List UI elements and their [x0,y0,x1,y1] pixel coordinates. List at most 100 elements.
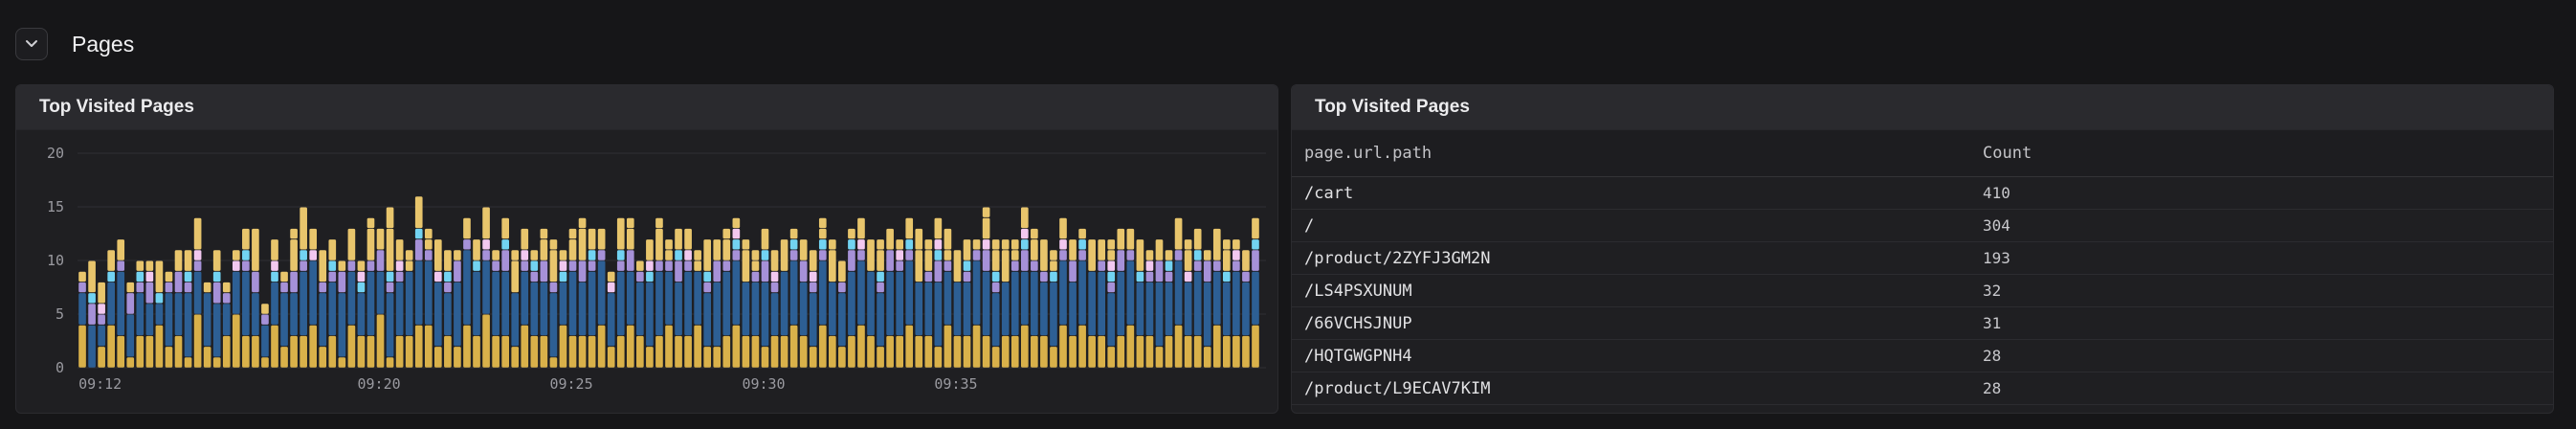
bar-segment [789,239,798,250]
bar-segment [1223,335,1231,368]
bar-segment [722,239,731,260]
bar-segment [1001,335,1010,368]
cell-count: 193 [1983,249,2010,267]
bar-segment [646,260,654,271]
column-header-path[interactable]: page.url.path [1304,144,1432,163]
bar-segment [1010,335,1019,368]
table-row[interactable]: /product/L9ECAV7KIM 28 [1292,373,2553,405]
bar-segment [405,271,413,336]
table-row[interactable]: /HQTGWGPNH4 28 [1292,340,2553,373]
bar-segment [818,239,827,250]
bar-segment [1223,250,1231,271]
bar-segment [366,271,375,336]
bar-segment [1252,217,1259,239]
bar-segment [88,304,96,325]
bar-segment [473,271,480,336]
stacked-bar-chart[interactable]: 0 5 10 15 20 09:12 09:20 09:25 09:30 09:35 [16,130,1278,414]
bar-segment [1117,250,1125,271]
bar-segment [1232,239,1240,250]
bar-segment [655,271,663,336]
bar-segment [1107,250,1116,260]
bar-segment [174,335,183,368]
table-panel-title: Top Visited Pages [1292,85,2553,130]
bar-segment [1193,271,1202,336]
y-tick-label: 5 [56,305,64,323]
bar-segment [107,325,115,368]
bar-segment [732,260,741,325]
bar-segment [934,239,943,250]
bar-segment [829,239,836,250]
bar-segment [540,239,548,260]
bar-segment [982,239,990,250]
bar-segment [521,260,529,271]
bar-segment [1059,239,1067,250]
bar-segment [242,271,250,336]
bar-segment [347,271,356,325]
bar-segment [338,293,346,357]
bar-segment [1212,271,1221,325]
bar-segment [424,228,433,239]
bar-segment [1001,239,1010,250]
bar-segment [799,260,808,282]
bar-segment [444,271,452,282]
bar-segment [877,293,884,347]
bar-segment [78,325,86,368]
bar-segment [770,282,779,293]
bar-segment [972,325,981,368]
x-tick-label: 09:30 [742,375,785,393]
bar-segment [165,282,173,293]
bar-segment [549,293,558,357]
bar-segment [963,260,971,271]
column-header-count[interactable]: Count [1983,144,2032,163]
bar-segment [78,271,86,282]
bar-segment [242,335,250,368]
bar-segment [424,250,433,260]
bar-segment [780,239,788,271]
table-row[interactable]: / 304 [1292,210,2553,242]
bar-segment [1145,335,1154,368]
bar-segment [963,271,971,282]
bar-segment [1212,260,1221,271]
bar-segment [319,250,327,282]
table-row[interactable]: /66VCHSJNUP 31 [1292,307,2553,340]
bar-segment [1252,239,1259,250]
bar-segment [934,347,943,368]
bar-segment [414,228,423,239]
bar-segment [501,239,509,250]
bar-segment [540,282,548,336]
bar-segment [1117,228,1125,250]
bar-segment [809,271,817,282]
bar-segment [261,304,269,314]
bar-segment [607,347,615,368]
bar-segment [540,228,548,239]
bar-segment [473,260,480,271]
bar-segment [203,347,211,368]
bar-segment [944,325,952,368]
bar-segment [1088,239,1096,271]
bar-segment [934,250,943,260]
bar-segment [616,250,625,260]
bar-segment [395,260,404,271]
bar-segment [597,260,606,325]
bar-segment [434,239,442,271]
bar-segment [896,239,903,250]
table-header-row: page.url.path Count [1292,130,2553,177]
bar-segment [386,357,394,368]
bar-segment [1193,228,1202,250]
bar-segment [896,335,903,368]
bar-segment [636,335,644,368]
bar-segment [290,293,298,336]
bar-segment [395,239,404,260]
bar-segment [271,260,278,271]
bar-segment [607,271,615,282]
table-row[interactable]: /product/2ZYFJ3GM2N 193 [1292,242,2553,275]
bar-segment [703,239,712,271]
bar-segment [867,271,875,336]
x-tick-label: 09:35 [934,375,977,393]
bar-segment [568,228,577,239]
table-row[interactable]: /cart 410 [1292,177,2553,210]
bar-segment [88,260,96,293]
section-toggle-button[interactable] [15,28,48,60]
table-row[interactable]: /LS4PSXUNUM 32 [1292,275,2553,307]
bar-segment [809,347,817,368]
